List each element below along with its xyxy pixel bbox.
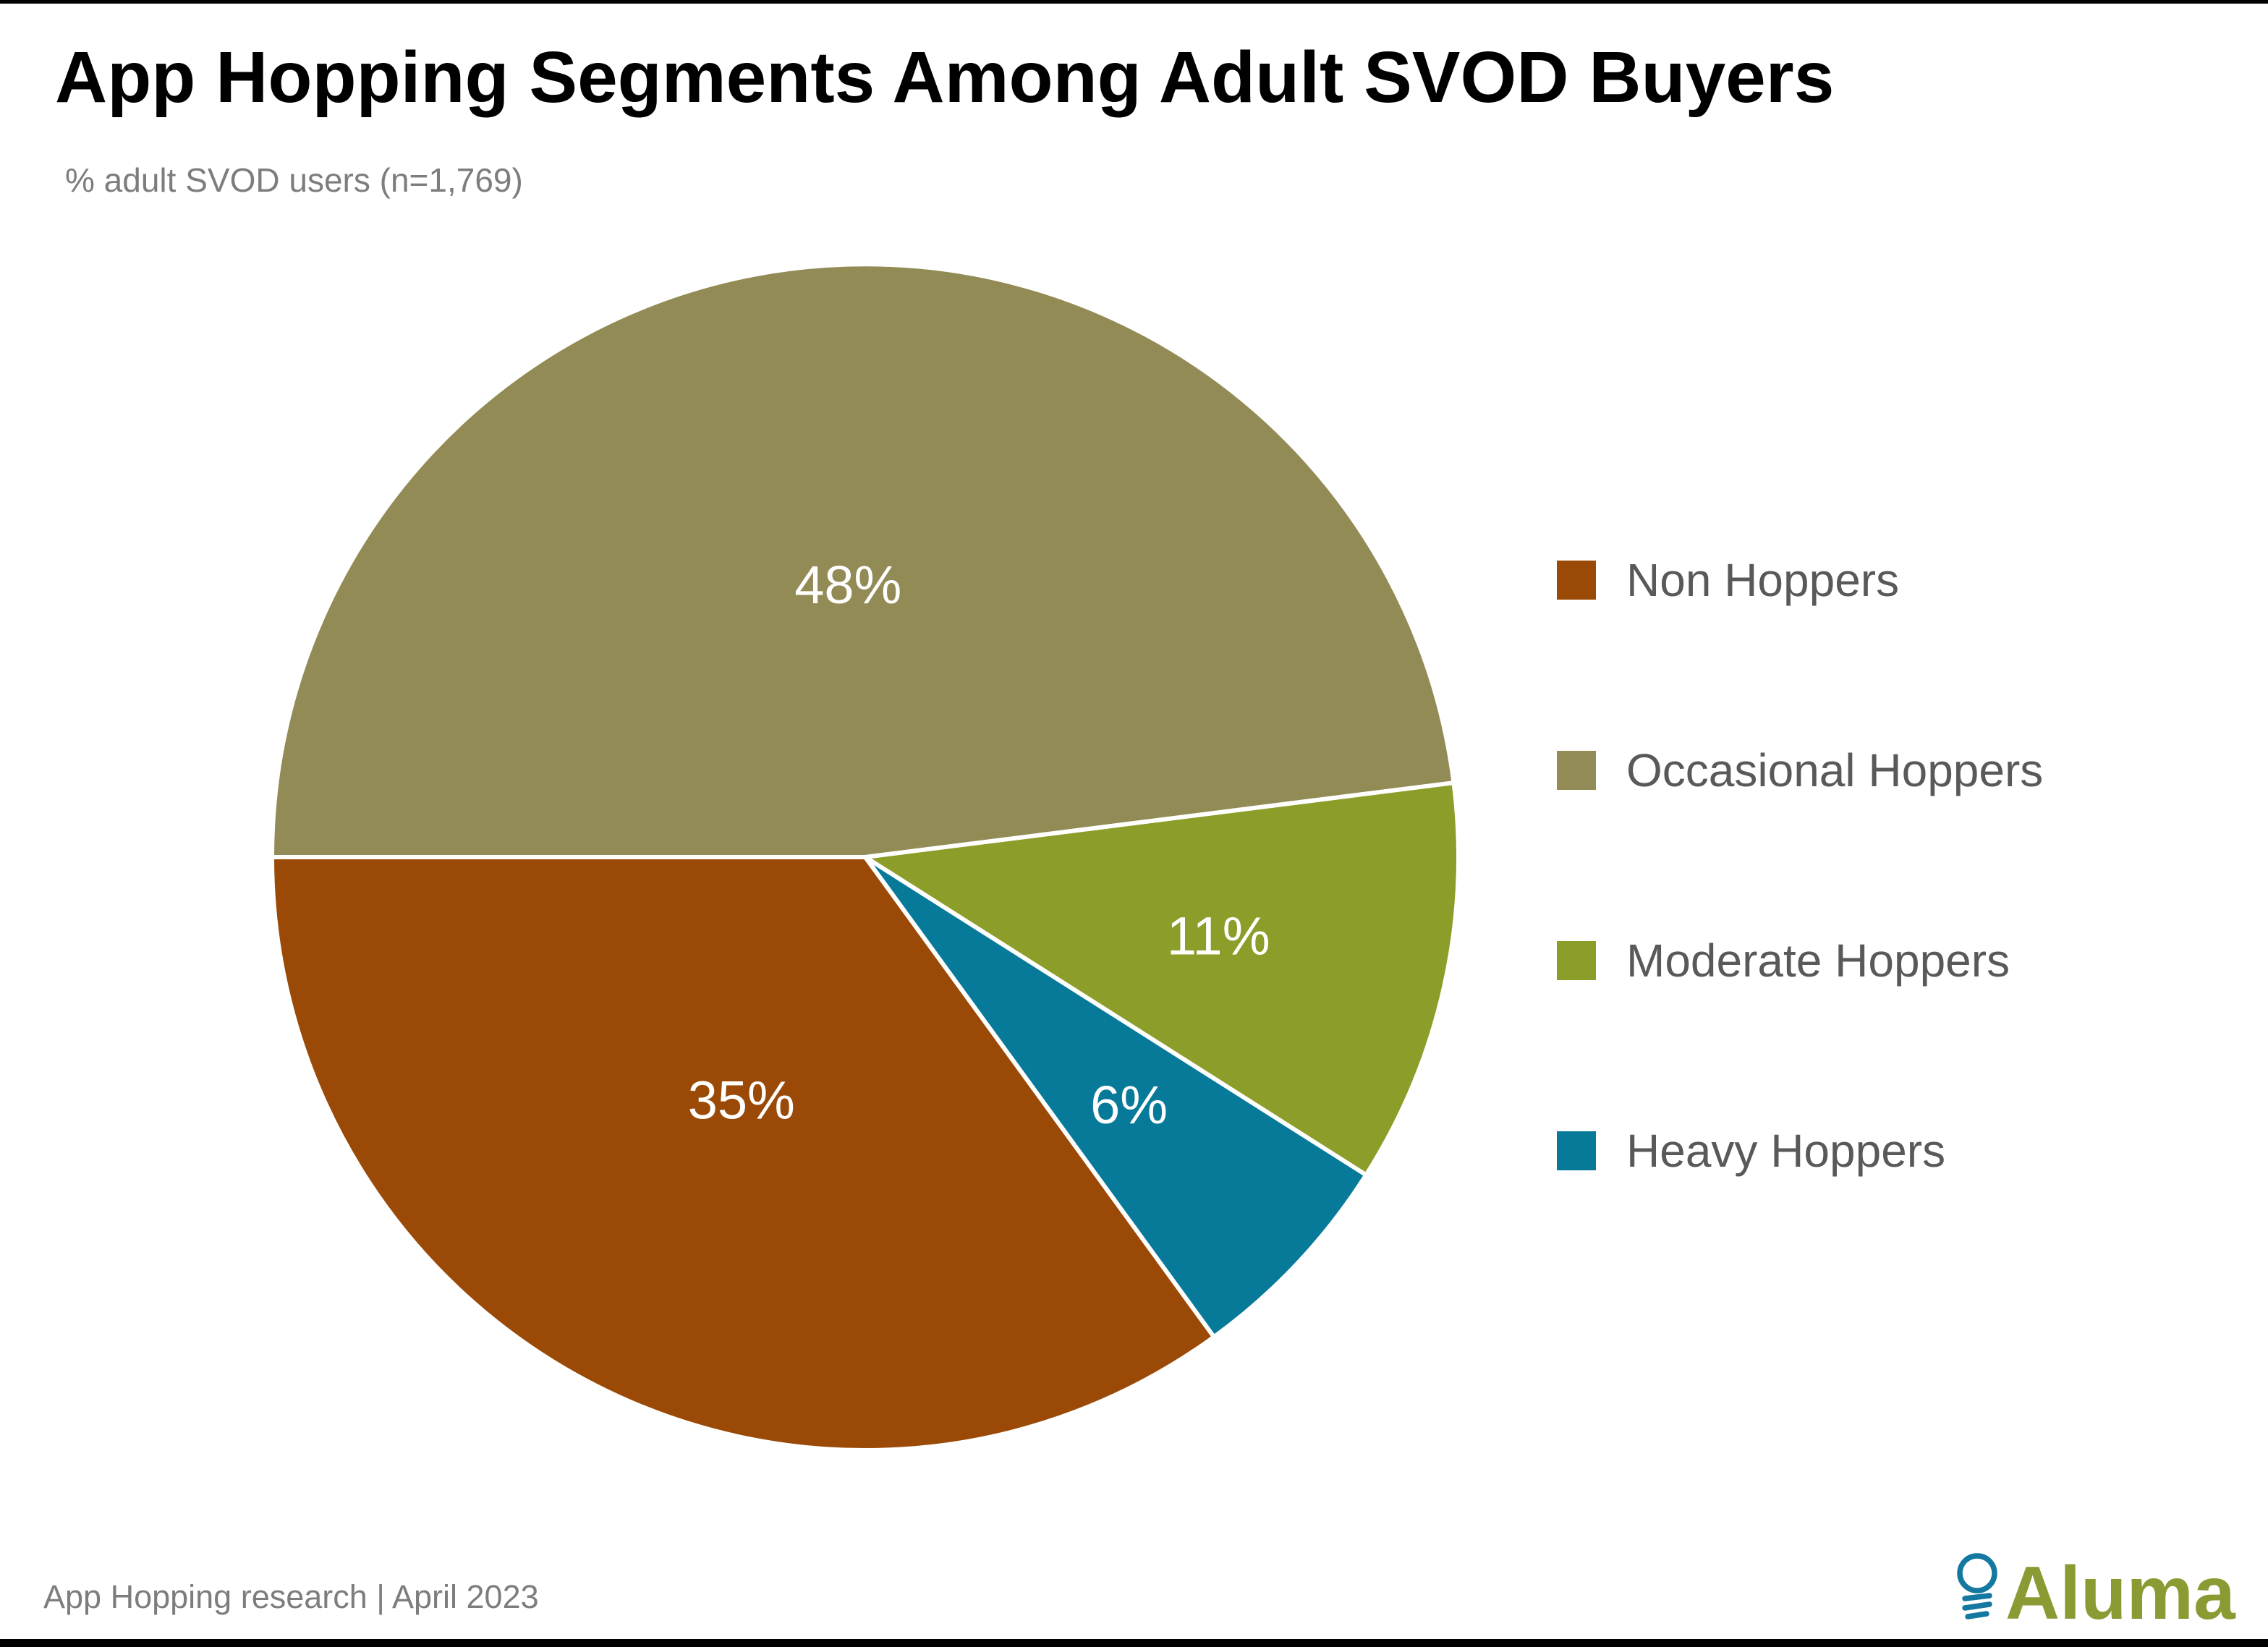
- slice-label-non-hoppers: 35%: [688, 1071, 795, 1131]
- pie-slice-non-hoppers: [270, 855, 1216, 1452]
- legend-item-moderate-hoppers: Moderate Hoppers: [1557, 933, 2043, 988]
- legend-item-heavy-hoppers: Heavy Hoppers: [1557, 1123, 2043, 1178]
- bottom-border-bar: [0, 1639, 2268, 1647]
- legend-swatch-occasional-hoppers: [1557, 751, 1596, 790]
- pie-slice-occasional-hoppers: [270, 262, 1456, 859]
- legend-item-occasional-hoppers: Occasional Hoppers: [1557, 743, 2043, 798]
- slice-label-moderate-hoppers: 11%: [1167, 906, 1270, 966]
- top-border-bar: [0, 0, 2268, 4]
- chart-title: App Hopping Segments Among Adult SVOD Bu…: [55, 37, 1835, 118]
- source-note: App Hopping research | April 2023: [43, 1578, 539, 1615]
- legend-label: Moderate Hoppers: [1626, 935, 2010, 987]
- legend-swatch-moderate-hoppers: [1557, 941, 1596, 980]
- logo-text: Aluma: [2005, 1551, 2235, 1635]
- pie-slice-heavy-hoppers: [863, 855, 1369, 1340]
- legend-label: Non Hoppers: [1626, 554, 1900, 606]
- chart-subtitle: % adult SVOD users (n=1,769): [65, 161, 523, 199]
- pie-slice-moderate-hoppers: [863, 780, 1461, 1178]
- legend-swatch-heavy-hoppers: [1557, 1131, 1596, 1170]
- legend-swatch-non-hoppers: [1557, 561, 1596, 600]
- slice-label-heavy-hoppers: 6%: [1090, 1075, 1168, 1135]
- legend: Non Hoppers Occasional Hoppers Moderate …: [1557, 553, 2043, 1178]
- slice-label-occasional-hoppers: 48%: [794, 555, 901, 615]
- aluma-logo: Aluma: [1955, 1545, 2235, 1635]
- pie-chart: 48% 11% 6% 35%: [270, 262, 1461, 1452]
- legend-item-non-hoppers: Non Hoppers: [1557, 553, 2043, 608]
- lightbulb-icon: [1957, 1553, 1997, 1620]
- legend-label: Heavy Hoppers: [1626, 1125, 1946, 1177]
- legend-label: Occasional Hoppers: [1626, 744, 2044, 796]
